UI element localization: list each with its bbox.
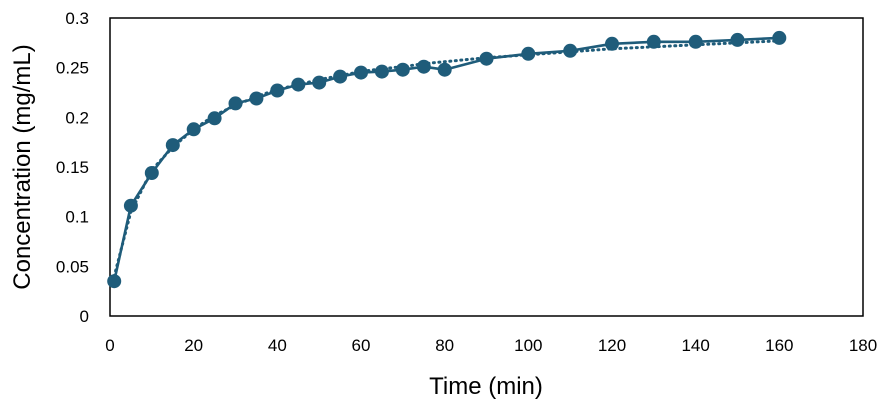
data-point-marker xyxy=(646,34,661,49)
x-tick-label: 160 xyxy=(765,336,793,355)
y-tick-label: 0.3 xyxy=(65,9,89,28)
y-tick-label: 0.2 xyxy=(65,108,89,127)
data-point-marker xyxy=(270,83,285,98)
x-axis-ticks: 0 20 40 60 80 100 120 140 160 180 xyxy=(105,336,877,355)
x-tick-label: 140 xyxy=(681,336,709,355)
y-tick-label: 0.25 xyxy=(56,59,89,78)
x-tick-label: 120 xyxy=(598,336,626,355)
x-tick-label: 40 xyxy=(268,336,287,355)
x-tick-label: 20 xyxy=(184,336,203,355)
y-axis-ticks: 0 0.05 0.1 0.15 0.2 0.25 0.3 xyxy=(56,9,89,326)
x-tick-label: 0 xyxy=(105,336,114,355)
data-point-marker xyxy=(165,138,180,153)
x-tick-label: 100 xyxy=(514,336,542,355)
x-tick-label: 180 xyxy=(849,336,877,355)
data-point-marker xyxy=(521,46,536,61)
y-tick-label: 0 xyxy=(80,307,89,326)
x-tick-label: 60 xyxy=(352,336,371,355)
data-point-marker xyxy=(374,64,389,79)
y-tick-label: 0.15 xyxy=(56,158,89,177)
data-point-marker xyxy=(354,65,368,80)
data-point-marker xyxy=(291,77,306,92)
x-tick-label: 80 xyxy=(435,336,454,355)
data-point-marker xyxy=(123,198,138,213)
y-tick-label: 0.05 xyxy=(56,257,89,276)
data-point-marker xyxy=(730,32,745,47)
data-point-marker xyxy=(772,30,787,45)
data-point-marker xyxy=(228,96,243,111)
data-point-marker xyxy=(249,91,264,106)
data-point-marker xyxy=(479,51,494,66)
data-point-marker xyxy=(107,274,122,289)
data-point-marker xyxy=(416,59,431,74)
data-point-marker xyxy=(437,62,452,77)
data-point-marker xyxy=(144,166,159,180)
data-point-marker xyxy=(563,43,578,58)
data-point-marker xyxy=(605,36,619,51)
data-point-marker xyxy=(186,122,201,137)
data-point-marker xyxy=(395,62,410,77)
series-layer xyxy=(107,30,787,289)
y-tick-label: 0.1 xyxy=(65,208,89,227)
y-axis-title: Concentration (mg/mL) xyxy=(9,44,36,289)
data-point-marker xyxy=(333,69,348,84)
plot-area-frame xyxy=(109,17,864,317)
data-point-marker xyxy=(207,111,222,126)
data-point-marker xyxy=(688,34,703,49)
data-point-marker xyxy=(312,75,327,90)
x-axis-title: Time (min) xyxy=(429,373,543,400)
